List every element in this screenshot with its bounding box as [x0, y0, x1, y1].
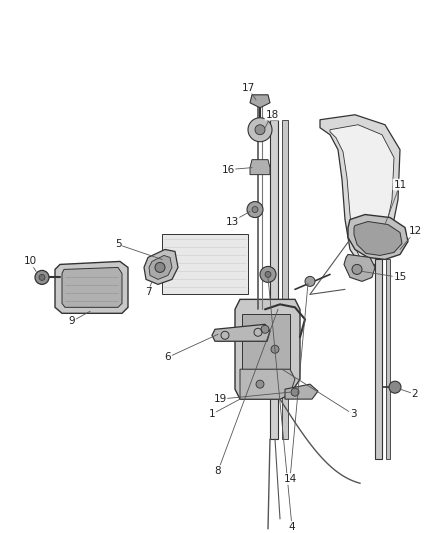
Text: 16: 16 [221, 165, 235, 175]
Polygon shape [162, 235, 248, 294]
Polygon shape [242, 314, 290, 369]
Text: 1: 1 [208, 409, 215, 419]
Circle shape [252, 207, 258, 213]
Circle shape [247, 201, 263, 217]
Circle shape [39, 274, 45, 280]
Circle shape [291, 388, 299, 396]
Text: 19: 19 [213, 394, 226, 404]
Text: 8: 8 [215, 466, 221, 476]
Circle shape [256, 380, 264, 388]
Text: 7: 7 [145, 287, 151, 297]
Polygon shape [212, 324, 270, 341]
Text: 2: 2 [412, 389, 418, 399]
Polygon shape [250, 160, 270, 175]
Circle shape [389, 381, 401, 393]
Text: 13: 13 [226, 216, 239, 227]
Polygon shape [235, 300, 300, 399]
Text: 9: 9 [69, 316, 75, 326]
Text: 3: 3 [350, 409, 356, 419]
Polygon shape [285, 384, 318, 399]
Circle shape [155, 262, 165, 272]
Polygon shape [354, 222, 402, 255]
Circle shape [35, 270, 49, 285]
Text: 10: 10 [24, 256, 36, 266]
Polygon shape [270, 120, 278, 439]
Polygon shape [375, 260, 382, 459]
Polygon shape [55, 261, 128, 313]
Polygon shape [320, 115, 400, 269]
Polygon shape [344, 254, 375, 281]
Circle shape [248, 118, 272, 142]
Text: 14: 14 [283, 474, 297, 484]
Circle shape [271, 345, 279, 353]
Text: 4: 4 [289, 522, 295, 532]
Text: 5: 5 [115, 239, 121, 249]
Polygon shape [330, 125, 394, 261]
Text: 18: 18 [265, 110, 279, 120]
Circle shape [352, 264, 362, 274]
Circle shape [305, 277, 315, 286]
Polygon shape [250, 95, 270, 108]
Polygon shape [62, 268, 122, 308]
Text: 11: 11 [393, 180, 406, 190]
Polygon shape [386, 260, 390, 459]
Polygon shape [282, 120, 288, 439]
Polygon shape [149, 255, 172, 279]
Polygon shape [240, 369, 295, 399]
Circle shape [255, 125, 265, 135]
Circle shape [260, 266, 276, 282]
Circle shape [265, 271, 271, 277]
Circle shape [261, 325, 269, 333]
Text: 6: 6 [165, 352, 171, 362]
Text: 17: 17 [241, 83, 254, 93]
Text: 12: 12 [408, 227, 422, 237]
Polygon shape [144, 249, 178, 285]
Polygon shape [348, 215, 408, 260]
Text: 15: 15 [393, 272, 406, 282]
